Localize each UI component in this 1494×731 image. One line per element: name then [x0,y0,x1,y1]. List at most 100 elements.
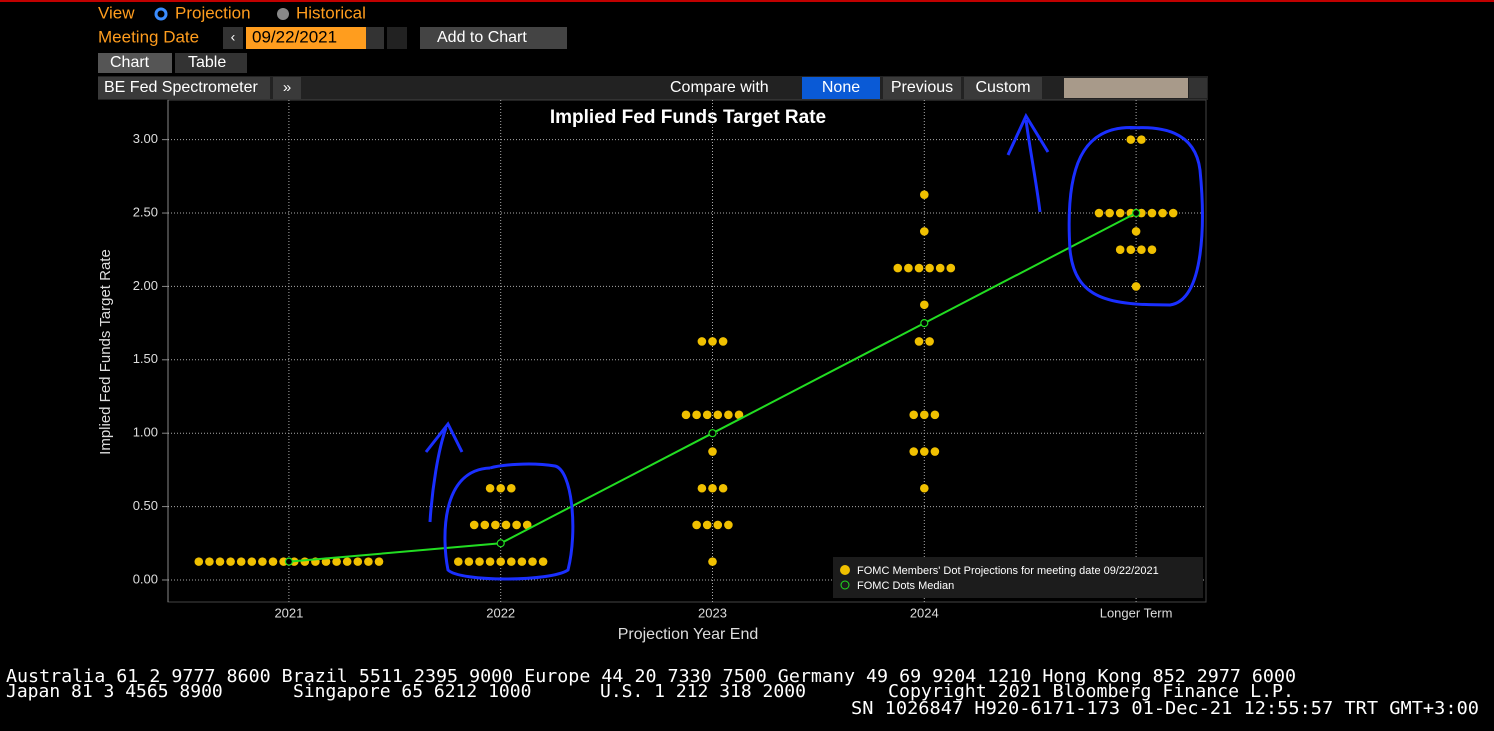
dot [1105,208,1114,218]
dot [702,520,712,530]
dot [946,263,956,273]
dot [920,483,929,493]
date-field[interactable] [246,27,366,49]
dot [1131,282,1141,291]
median-marker [496,539,505,548]
dropdown-arrow[interactable] [1189,78,1207,98]
dot [920,447,929,456]
median-marker [920,319,929,328]
radio[interactable] [277,8,289,20]
x-axis-label: Projection Year End [618,626,759,643]
compare-option: Custom [975,79,1030,96]
dot [374,557,384,566]
annotation [424,112,1204,581]
dot [1158,208,1167,218]
date-dropdown[interactable] [366,27,384,49]
prev-button[interactable] [223,27,243,49]
dot [496,557,506,566]
tab: Chart [110,54,150,71]
dot [920,227,929,236]
legend [833,557,1203,598]
dot [485,483,495,493]
dot [893,263,903,273]
add-to-chart: Add to Chart [437,29,527,46]
dot [1115,208,1125,218]
meeting-date-label: Meeting Date [98,27,199,46]
add-to-chart-button[interactable] [420,27,567,49]
dot [718,483,728,493]
next-button[interactable] [387,27,407,49]
y-tick-label: 2.00 [133,278,158,293]
dot [713,520,723,530]
dot [496,483,506,493]
dot [194,557,204,566]
dot [1137,245,1146,255]
tab-active[interactable] [98,53,172,73]
legend-swatch [840,580,850,590]
x-tick-label: 2023 [698,605,727,620]
dot [226,557,235,566]
dot [925,337,934,346]
legend-entry: FOMC Dots Median [857,580,954,592]
footer-line: U.S. 1 212 318 2000 [600,681,806,702]
custom-dropdown[interactable] [1064,78,1188,98]
dot [205,557,214,566]
tab[interactable] [175,53,247,73]
dot [1147,208,1157,218]
compare-option: None [822,79,860,96]
y-tick-label: 0.00 [133,571,158,586]
dot [215,557,225,566]
tab: Table [188,54,226,71]
dot [454,557,463,566]
dot [1126,245,1136,255]
compare-option[interactable] [883,77,961,99]
view-option[interactable]: Projection [175,3,251,22]
x-tick-label: 2022 [486,605,515,620]
compare-option[interactable] [964,77,1042,99]
dot [247,557,257,566]
dot [469,520,479,530]
dot [724,520,733,530]
chart-title: Implied Fed Funds Target Rate [550,107,826,128]
footer-line: Singapore 65 6212 1000 [293,681,531,702]
compare-option-active[interactable] [802,77,880,99]
y-tick-label: 1.00 [133,425,158,440]
dot [708,483,717,493]
dot [464,557,474,566]
view-label: View [98,3,135,22]
dot [935,263,945,273]
compare-option: Previous [891,79,953,96]
x-tick-label: 2024 [910,605,939,620]
view-option[interactable]: Historical [296,3,366,22]
dot [1137,135,1146,144]
dot [507,483,516,493]
dot [236,557,246,566]
x-tick-label: 2021 [274,605,303,620]
expand-button[interactable] [273,77,301,99]
y-tick-label: 3.00 [133,131,158,146]
dot [713,410,723,420]
dot [1147,245,1157,255]
y-tick-label: 0.50 [133,498,158,513]
median-marker [1131,208,1141,218]
dot [718,337,728,346]
dot [491,520,500,530]
dot [1115,245,1125,255]
x-tick-label: Longer Term [1100,605,1173,620]
function-field[interactable] [98,77,270,99]
dot [300,557,310,566]
dot [692,410,701,420]
dot [925,263,934,273]
dot [332,557,341,566]
dot [708,557,717,566]
dot [1131,227,1141,236]
dot [920,190,929,199]
dot [914,263,924,273]
footer-line: Copyright 2021 Bloomberg Finance L.P. [888,681,1294,702]
function-name: BE Fed Spectrometer [104,79,259,96]
median-marker [284,557,293,566]
radio-selected[interactable] [154,7,168,21]
plot-area [167,99,1207,603]
